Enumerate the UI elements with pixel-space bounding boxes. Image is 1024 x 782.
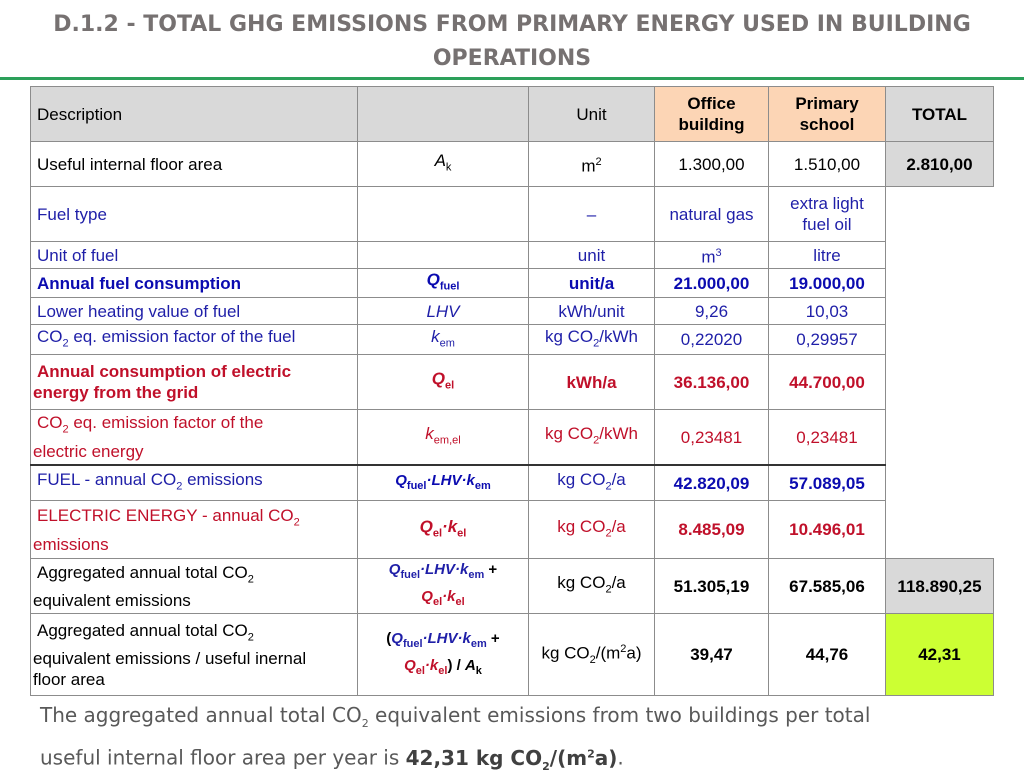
row-floor-area-symbol: Ak [357, 141, 529, 187]
row-lhv-school: 10,03 [768, 297, 886, 326]
header-description: Description [30, 86, 358, 142]
header-office-building: Office building [654, 86, 769, 142]
table-row: Annual consumption of electric energy fr… [30, 354, 994, 411]
row-floor-area-total: 2.810,00 [885, 141, 994, 187]
row-per-area-school: 44,76 [768, 613, 886, 697]
row-aggregated-total: 118.890,25 [885, 558, 994, 615]
title-divider [0, 77, 1024, 80]
header-primary-school: Primary school [768, 86, 886, 142]
row-per-area-office: 39,47 [654, 613, 769, 697]
row-floor-area-unit: m2 [528, 141, 655, 187]
table-row: CO2 eq. emission factor of the fuel kem … [30, 324, 994, 356]
row-elec-ef-symbol: kem,el [357, 409, 529, 466]
header-unit: Unit [528, 86, 655, 142]
header-symbol [357, 86, 529, 142]
header-total: TOTAL [885, 86, 994, 142]
footnote-value: 42,31 kg CO2/(m2a) [405, 745, 618, 773]
row-elec-co2-unit: kg CO2/a [528, 500, 655, 560]
row-elec-ef-unit: kg CO2/kWh [528, 409, 655, 466]
row-per-area-formula: (Qfuel·LHV·kem + Qel·kel) / Ak [357, 613, 529, 697]
row-per-area-unit: kg CO2/(m2a) [528, 613, 655, 697]
row-annual-elec-office: 36.136,00 [654, 354, 769, 411]
row-floor-area-label: Useful internal floor area [30, 141, 358, 187]
row-annual-elec-label: Annual consumption of electric energy fr… [30, 354, 358, 411]
row-unit-of-fuel-office: m3 [654, 241, 769, 269]
table-header-row: Description Unit Office building Primary… [30, 86, 994, 142]
row-fuel-ef-office: 0,22020 [654, 324, 769, 356]
row-lhv-unit: kWh/unit [528, 297, 655, 326]
row-unit-of-fuel-school: litre [768, 241, 886, 269]
row-elec-co2-school: 10.496,01 [768, 500, 886, 560]
row-fuel-ef-school: 0,29957 [768, 324, 886, 356]
row-fuel-type-label: Fuel type [30, 186, 358, 242]
row-fuel-ef-unit: kg CO2/kWh [528, 324, 655, 356]
table-row: Useful internal floor area Ak m2 1.300,0… [30, 141, 994, 187]
table-row: Aggregated annual total CO2 equivalent e… [30, 613, 994, 697]
row-elec-ef-school: 0,23481 [768, 409, 886, 466]
header-office-line1: Office [687, 94, 736, 113]
row-fuel-type-school: extra light fuel oil [768, 186, 886, 242]
table-row: Fuel type – natural gas extra light fuel… [30, 186, 994, 242]
table-row: Lower heating value of fuel LHV kWh/unit… [30, 297, 994, 326]
slide-title: D.1.2 - TOTAL GHG EMISSIONS FROM PRIMARY… [0, 8, 1024, 76]
row-fuel-co2-label: FUEL - annual CO2 emissions [30, 463, 358, 502]
header-school-line1: Primary [795, 94, 859, 113]
row-elec-ef-label: CO2 eq. emission factor of the electric … [30, 409, 358, 466]
row-floor-area-office: 1.300,00 [654, 141, 769, 187]
row-annual-elec-school: 44.700,00 [768, 354, 886, 411]
slide-title-line1: D.1.2 - TOTAL GHG EMISSIONS FROM PRIMARY… [53, 12, 971, 37]
row-lhv-label: Lower heating value of fuel [30, 297, 358, 326]
footnote: The aggregated annual total CO2 equivale… [40, 703, 871, 773]
row-lhv-symbol: LHV [357, 297, 529, 326]
row-fuel-co2-school: 57.089,05 [768, 463, 886, 502]
table-row: Aggregated annual total CO2 equivalent e… [30, 558, 994, 615]
row-floor-area-school: 1.510,00 [768, 141, 886, 187]
row-fuel-co2-unit: kg CO2/a [528, 463, 655, 502]
row-aggregated-label: Aggregated annual total CO2 equivalent e… [30, 558, 358, 615]
row-annual-fuel-label: Annual fuel consumption [30, 267, 358, 299]
row-fuel-type-office: natural gas [654, 186, 769, 242]
row-unit-of-fuel-unit: unit [528, 241, 655, 269]
emissions-table: Description Unit Office building Primary… [30, 86, 994, 697]
row-fuel-type-unit: – [528, 186, 655, 242]
row-elec-co2-office: 8.485,09 [654, 500, 769, 560]
row-annual-fuel-office: 21.000,00 [654, 267, 769, 299]
row-elec-co2-label: ELECTRIC ENERGY - annual CO2 emissions [30, 500, 358, 560]
row-fuel-ef-symbol: kem [357, 324, 529, 356]
row-fuel-co2-office: 42.820,09 [654, 463, 769, 502]
row-annual-elec-symbol: Qel [357, 354, 529, 411]
row-elec-ef-office: 0,23481 [654, 409, 769, 466]
row-aggregated-formula: Qfuel·LHV·kem + Qel·kel [357, 558, 529, 615]
row-annual-elec-unit: kWh/a [528, 354, 655, 411]
table-row: Annual fuel consumption Qfuel unit/a 21.… [30, 267, 994, 299]
slide-title-line2: OPERATIONS [432, 46, 592, 71]
row-fuel-ef-label: CO2 eq. emission factor of the fuel [30, 324, 358, 356]
header-office-line2: building [678, 115, 745, 134]
row-lhv-office: 9,26 [654, 297, 769, 326]
row-annual-fuel-school: 19.000,00 [768, 267, 886, 299]
row-fuel-type-symbol [357, 186, 529, 242]
row-aggregated-school: 67.585,06 [768, 558, 886, 615]
row-aggregated-office: 51.305,19 [654, 558, 769, 615]
row-annual-fuel-symbol: Qfuel [357, 267, 529, 299]
row-elec-co2-formula: Qel·kel [357, 500, 529, 560]
table-row: FUEL - annual CO2 emissions Qfuel·LHV·ke… [30, 463, 994, 502]
row-aggregated-unit: kg CO2/a [528, 558, 655, 615]
row-fuel-co2-formula: Qfuel·LHV·kem [357, 463, 529, 502]
table-row: CO2 eq. emission factor of the electric … [30, 409, 994, 466]
table-row: Unit of fuel unit m3 litre [30, 241, 994, 269]
row-per-area-label: Aggregated annual total CO2 equivalent e… [30, 613, 358, 697]
row-per-area-total: 42,31 [885, 613, 994, 697]
header-school-line2: school [799, 115, 855, 134]
row-annual-fuel-unit: unit/a [528, 267, 655, 299]
row-unit-of-fuel-label: Unit of fuel [30, 241, 358, 269]
row-unit-of-fuel-symbol [357, 241, 529, 269]
table-row: ELECTRIC ENERGY - annual CO2 emissions Q… [30, 500, 994, 560]
